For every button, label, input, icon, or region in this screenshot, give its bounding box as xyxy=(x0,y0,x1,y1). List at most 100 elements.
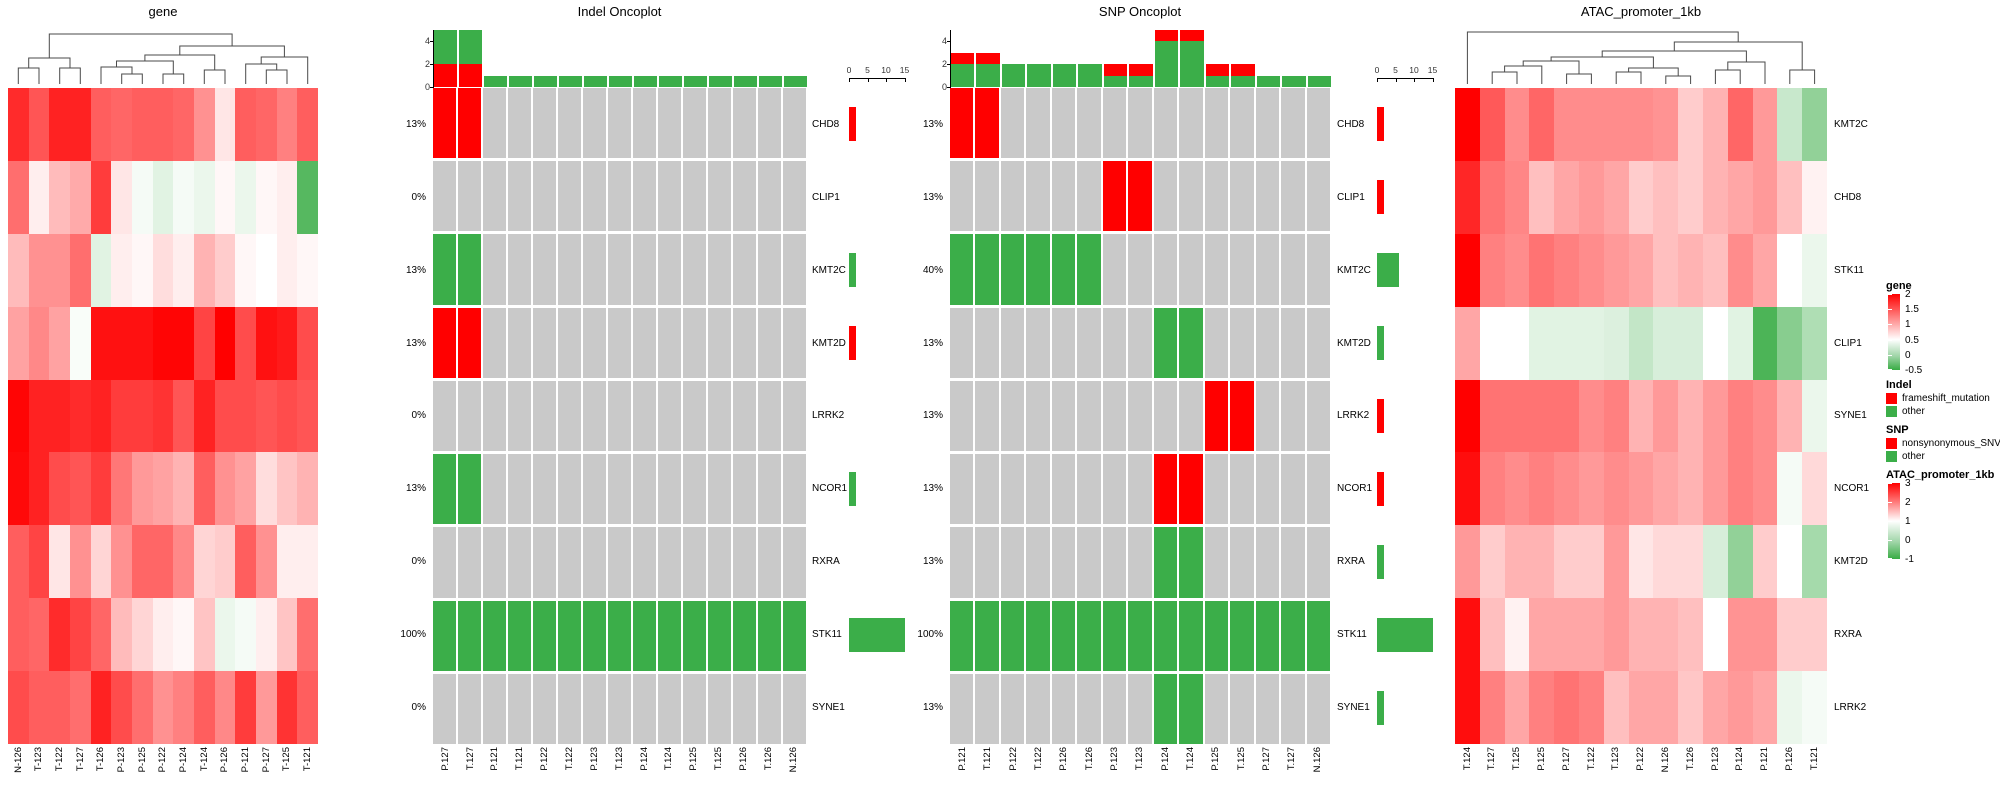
oncoplot-cell xyxy=(433,454,456,525)
axis-tick xyxy=(430,41,434,43)
oncoplot-cell xyxy=(508,673,531,744)
stacked-bar-segment xyxy=(1103,75,1128,87)
oncoplot-cell xyxy=(1204,673,1229,744)
stacked-bar-segment xyxy=(534,75,557,87)
gene-percentage: 0% xyxy=(411,701,426,713)
colorbar-tick xyxy=(1888,324,1892,326)
column-label: T.127 xyxy=(464,747,476,771)
column-label: P.121 xyxy=(956,747,968,771)
heatmap-cell xyxy=(173,379,194,453)
oncoplot-cell xyxy=(483,307,506,378)
heatmap-cell xyxy=(297,525,318,599)
gene-label: SYNE1 xyxy=(812,701,845,713)
oncoplot-cell xyxy=(1051,234,1076,305)
axis-tick-label: 5 xyxy=(1393,65,1398,75)
stacked-bar-segment xyxy=(976,64,1000,87)
heatmap-cell xyxy=(1603,525,1629,599)
oncoplot-cell xyxy=(733,454,756,525)
oncoplot-cell xyxy=(758,673,781,744)
heatmap-cell xyxy=(111,379,132,453)
column-label: P.122 xyxy=(1007,747,1019,771)
heatmap-cell xyxy=(111,452,132,526)
legend-atac: ATAC_promoter_1kb 3 2 1 0 -1 xyxy=(1886,469,2000,565)
stacked-bar-segment xyxy=(459,64,482,87)
gene-label: CHD8 xyxy=(1337,118,1365,130)
heatmap-cell xyxy=(1702,88,1728,161)
gene-percentage: 0% xyxy=(411,191,426,203)
oncoplot-cell xyxy=(1179,380,1203,452)
heatmap-cell xyxy=(1777,598,1803,672)
heatmap-cell xyxy=(193,671,215,744)
oncoplot-cell xyxy=(708,307,731,378)
oncoplot-cell xyxy=(1026,454,1050,525)
heatmap-cell xyxy=(1653,160,1679,234)
heatmap-cell xyxy=(1529,160,1555,234)
stacked-bar-segment xyxy=(659,75,682,87)
heatmap-cell xyxy=(69,379,91,453)
column-label: T-126 xyxy=(95,747,107,772)
stacked-bar-segment xyxy=(459,30,482,65)
oncoplot-cell xyxy=(783,234,806,305)
column-label: T-123 xyxy=(33,747,45,772)
oncoplot-cell xyxy=(1255,673,1280,744)
oncoplot-cell xyxy=(633,380,656,452)
oncoplot-cell xyxy=(975,527,999,598)
oncoplot-cell xyxy=(1230,234,1254,305)
oncoplot-cell xyxy=(508,454,531,525)
heatmap-cell xyxy=(1529,671,1555,744)
oncoplot-cell xyxy=(1051,600,1076,671)
axis-tick xyxy=(947,64,951,66)
axis-tick-label: 10 xyxy=(881,65,891,75)
oncoplot-cell xyxy=(558,88,581,159)
heatmap-cell xyxy=(1802,306,1827,380)
atac-heatmap-title: ATAC_promoter_1kb xyxy=(1580,4,1702,19)
heatmap-cell xyxy=(1653,379,1679,453)
legend-item-label: other xyxy=(1902,406,1925,417)
axis-tick-label: 2 xyxy=(424,59,430,70)
heatmap-cell xyxy=(1554,160,1579,234)
oncoplot-cell xyxy=(1230,161,1254,232)
axis-tick xyxy=(1395,78,1397,82)
heatmap-cell xyxy=(235,452,256,526)
colorbar-tick-label: 0 xyxy=(1905,535,1911,546)
stacked-bar-segment xyxy=(584,75,607,87)
oncoplot-cell xyxy=(783,600,806,671)
heatmap-cell xyxy=(1702,379,1728,453)
oncoplot-cell xyxy=(1179,454,1203,525)
oncoplot-cell xyxy=(975,88,999,159)
colorbar-tick-label: -1 xyxy=(1905,554,1914,565)
heatmap-cell xyxy=(1504,379,1530,453)
heatmap-cell xyxy=(1777,671,1803,744)
heatmap-cell xyxy=(8,160,29,234)
heatmap-cell xyxy=(235,671,256,744)
heatmap-cell xyxy=(1479,452,1505,526)
oncoplot-cell xyxy=(708,454,731,525)
oncoplot-cell xyxy=(533,88,556,159)
column-label: N.126 xyxy=(787,747,799,773)
heatmap-cell xyxy=(1678,233,1703,307)
oncoplot-cell xyxy=(1281,307,1305,378)
gene-percentage: 100% xyxy=(917,629,943,641)
indel-column-labels: P.127 T.127 P.121 T.121 P.122 T.122 P.123 T.123… xyxy=(433,747,806,800)
gene-percentage: 0% xyxy=(411,410,426,422)
row-label: NCOR1 xyxy=(1834,483,1870,495)
colorbar-tick xyxy=(1888,354,1892,356)
column-label: P-125 xyxy=(136,747,148,773)
heatmap-cell xyxy=(8,525,29,599)
legend-gene-title: gene xyxy=(1886,280,1912,292)
heatmap-cell xyxy=(152,452,174,526)
gene-count-bar xyxy=(1377,107,1385,142)
heatmap-cell xyxy=(1653,306,1679,380)
heatmap-cell xyxy=(1727,379,1753,453)
heatmap-cell xyxy=(1777,379,1803,453)
gene-count-bar xyxy=(849,326,857,361)
column-label: P-126 xyxy=(219,747,231,773)
heatmap-cell xyxy=(297,598,318,672)
oncoplot-cell xyxy=(1230,454,1254,525)
heatmap-cell xyxy=(69,598,91,672)
oncoplot-cell xyxy=(683,527,706,598)
oncoplot-cell xyxy=(1281,88,1305,159)
stacked-bar-segment xyxy=(976,52,1000,65)
heatmap-cell xyxy=(28,525,50,599)
heatmap-cell xyxy=(1702,233,1728,307)
